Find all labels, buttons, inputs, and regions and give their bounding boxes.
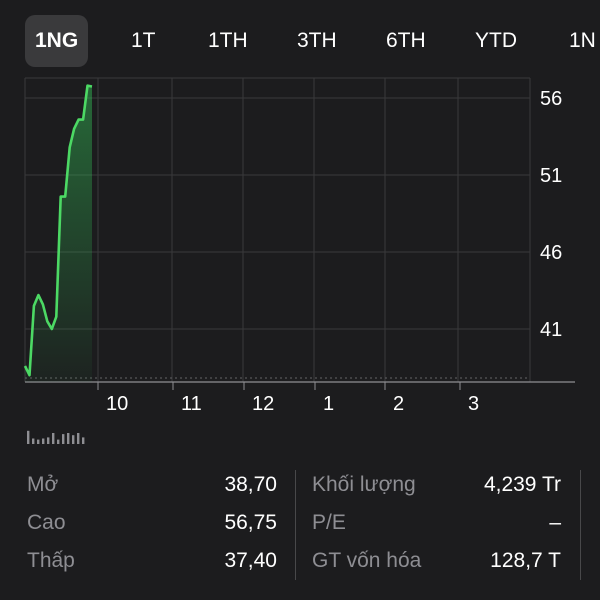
high-value: 56,75 bbox=[224, 511, 277, 534]
chart-grid bbox=[24, 77, 575, 383]
price-area-fill bbox=[25, 85, 92, 382]
market-cap-label: GT vốn hóa bbox=[312, 549, 422, 572]
tab-1th[interactable]: 1TH bbox=[208, 29, 248, 52]
tab-1ng[interactable]: 1NG bbox=[25, 15, 89, 67]
x-tick-label: 12 bbox=[252, 393, 274, 415]
volume-bar bbox=[47, 437, 50, 444]
stats-divider bbox=[295, 470, 296, 580]
volume-bar bbox=[82, 437, 85, 444]
y-tick-label: 56 bbox=[540, 88, 562, 110]
volume-bar bbox=[32, 438, 35, 444]
y-tick-label: 41 bbox=[540, 319, 562, 341]
volume-bar bbox=[67, 433, 70, 444]
x-tick-label: 1 bbox=[323, 393, 334, 415]
x-tick-label: 11 bbox=[181, 393, 202, 415]
stats-panel: Mở 38,70 Cao 56,75 Thấp 37,40 Khối lượng… bbox=[0, 462, 600, 600]
tab-6th[interactable]: 6TH bbox=[386, 29, 426, 52]
pe-label: P/E bbox=[312, 511, 346, 534]
tab-ytd[interactable]: YTD bbox=[475, 29, 517, 52]
x-tick-label: 2 bbox=[393, 393, 404, 415]
time-range-tabs: 1NG 1T 1TH 3TH 6TH YTD 1N bbox=[0, 15, 600, 67]
volume-bar bbox=[27, 430, 30, 444]
tab-1n[interactable]: 1N bbox=[569, 29, 596, 52]
volume-bars bbox=[27, 430, 85, 444]
volume-bar bbox=[52, 433, 55, 444]
volume-bar bbox=[57, 439, 60, 444]
x-axis-labels: 10 11 12 1 2 3 bbox=[97, 382, 479, 415]
volume-value: 4,239 Tr bbox=[483, 473, 561, 496]
low-value: 37,40 bbox=[224, 549, 277, 572]
open-value: 38,70 bbox=[224, 473, 277, 496]
low-label: Thấp bbox=[27, 549, 75, 572]
price-line bbox=[23, 84, 93, 377]
price-area bbox=[23, 84, 93, 382]
pe-value: – bbox=[549, 511, 561, 534]
x-tick-label: 10 bbox=[106, 393, 128, 415]
x-tick-label: 3 bbox=[468, 393, 479, 415]
volume-bar bbox=[72, 435, 75, 444]
tab-3th[interactable]: 3TH bbox=[297, 29, 337, 52]
volume-bar bbox=[62, 434, 65, 444]
stats-divider-2 bbox=[580, 470, 581, 580]
high-label: Cao bbox=[27, 511, 66, 534]
volume-bar bbox=[77, 433, 80, 444]
tab-1t[interactable]: 1T bbox=[131, 29, 156, 52]
y-axis-labels: 56 51 46 41 bbox=[540, 88, 562, 341]
volume-label: Khối lượng bbox=[312, 473, 416, 496]
y-tick-label: 51 bbox=[540, 165, 562, 187]
open-label: Mở bbox=[27, 473, 59, 496]
volume-bar bbox=[42, 438, 45, 444]
volume-bar bbox=[37, 439, 40, 444]
y-tick-label: 46 bbox=[540, 242, 562, 264]
market-cap-value: 128,7 T bbox=[490, 549, 561, 572]
